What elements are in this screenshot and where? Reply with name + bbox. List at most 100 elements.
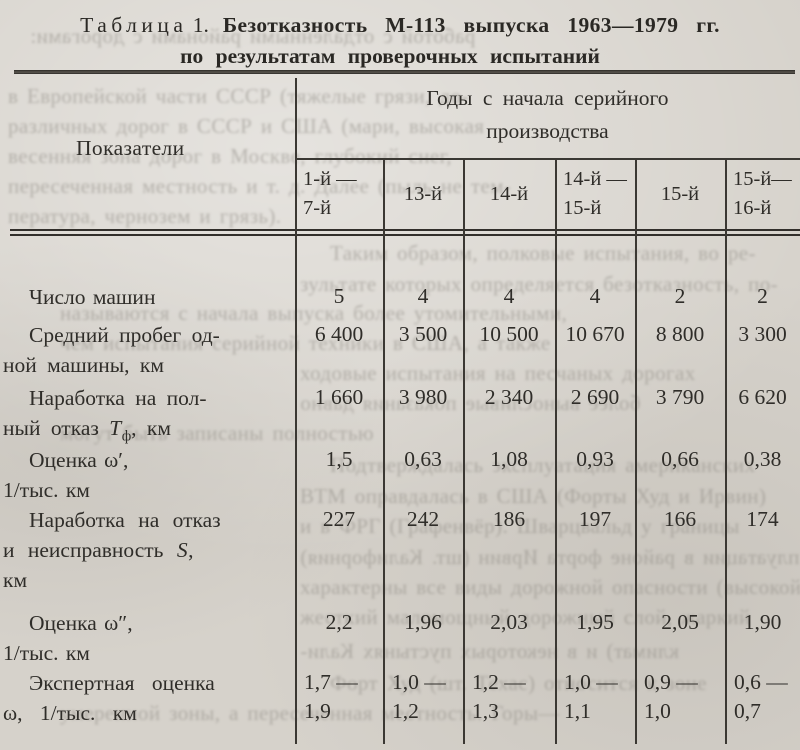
table-cell-value: 5 [333, 284, 345, 308]
table-cell-value: 1,08 [490, 447, 528, 471]
row-label-line: км [3, 568, 28, 592]
row-label: Оценка ω″, 1/тыс. км [3, 608, 293, 668]
table-cell-value: 6 620 [738, 385, 787, 409]
bleedthrough-line: весенняя зона дорог в Москве, глубокий с… [8, 144, 452, 168]
bleedthrough-line: ВТМ оправдалась в США (Форты Худ и Ирвин… [300, 484, 767, 508]
column-header: 15-й— 16-й [733, 168, 792, 219]
bleedthrough-line: и в ФРГ (Графенвёр). Шварцвальд у границ… [300, 514, 740, 538]
bleedthrough-line: ходовые испытания на песчаных дорогах [300, 361, 696, 385]
table-cell-value: 0,63 [404, 447, 442, 471]
table-cell-value: 227 [322, 507, 356, 531]
row-label-line: Экспертная оценка [29, 671, 215, 695]
row-label: Число машин [3, 282, 293, 312]
column-header: 14-й [489, 183, 529, 205]
table-caption-line2: по результатам проверочных испытаний [180, 44, 600, 68]
table-cell-value: 1,0 — 1,1 [564, 670, 618, 723]
row-label: Наработка на отказ и неисправность S, км [3, 505, 293, 595]
table-cell-value: 2 [674, 284, 686, 308]
bleedthrough-line: зультате которых определяется безотказно… [300, 272, 779, 296]
column-header: 14-й — 15-й [563, 168, 627, 219]
bleedthrough-line: могут быть записаны полностью [60, 421, 375, 445]
table-cell-value: 3 500 [398, 322, 448, 346]
row-label-line: ной машины, км [3, 353, 164, 377]
table-cell-value: 1,96 [404, 610, 442, 634]
table-rule-vertical [383, 160, 385, 744]
bleedthrough-line: Подтверждалась эксплуатация американских [330, 453, 756, 477]
table-cell-value: 197 [578, 507, 612, 531]
column-group-header-line: производства [486, 119, 609, 143]
row-label: Экспертная оценка ω, 1/тыс. км [3, 668, 293, 728]
row-label-line: ω, 1/тыс. км [3, 701, 137, 725]
bleedthrough-line: пература, чернозем и грязь). [8, 204, 282, 228]
bleedthrough-line: умеренной зоны, а пересеченная местность… [60, 701, 560, 725]
bleedthrough-line: пересеченная местность и т. д. Далее (пы… [8, 174, 512, 198]
row-label-line: Наработка на пол- [29, 386, 207, 410]
table-cell-value: 1,0 — 1,2 [392, 670, 446, 723]
table-cell-value: 166 [663, 507, 697, 531]
table-rule-vertical [295, 78, 297, 744]
table-cell-value: 3 980 [398, 385, 448, 409]
table-cell-value: 10 500 [479, 322, 539, 346]
row-label-line: Оценка ω′, [29, 448, 129, 472]
column-group-header-line: Годы с начала серийного [426, 86, 669, 110]
row-label-line: 1/тыс. км [3, 478, 90, 502]
table-cell-value: 8 800 [655, 322, 705, 346]
row-label-line: Оценка ω″, [29, 611, 133, 635]
row-label-line: Наработка на отказ [29, 508, 221, 532]
table-cell-value: 242 [406, 507, 440, 531]
table-rule-header-bottom [10, 229, 800, 236]
table-rule-vertical [635, 160, 637, 744]
bleedthrough-line: чем испытания серийной техники в США, а … [60, 331, 551, 355]
table-cell-value: 186 [492, 507, 526, 531]
table-rule-vertical [555, 160, 557, 744]
table-cell-value: 0,9 — 1,0 [644, 670, 698, 723]
table-cell-value: 1 660 [314, 385, 364, 409]
table-cell-value: 6 400 [314, 322, 364, 346]
bleedthrough-line: жесткий маломощный дорожный слой, жаркий [300, 605, 751, 629]
row-label-line: 1/тыс. км [3, 641, 90, 665]
row-label: Наработка на пол-ный отказ Тф, км [3, 383, 293, 451]
bleedthrough-line: Форт Худ (шт. Техас) относится к зоне [330, 671, 707, 695]
column-header-indicators: Показатели [76, 136, 185, 160]
table-rule-vertical [463, 160, 465, 744]
row-label-line: и неисправность S, [3, 538, 194, 562]
table-cell-value: 174 [746, 507, 779, 531]
row-label-line: Число машин [29, 285, 156, 309]
caption-table-number: 1. [192, 13, 209, 37]
table-cell-value: 1,2 — 1,3 [472, 670, 526, 723]
table-cell-value: 0,93 [576, 447, 614, 471]
caption-title-text: Безотказность М-113 выпуска 1963—1979 гг… [222, 13, 720, 37]
column-group-header: Годы с начала серийного производства [295, 82, 800, 148]
table-cell-value: 2,03 [490, 610, 528, 634]
column-header: 1-й — 7-й [303, 168, 357, 219]
table-cell-value: 2 690 [570, 385, 620, 409]
row-label-line: Средний пробег од- [29, 323, 220, 347]
column-header: 15-й [660, 183, 700, 205]
table-cell-value: 4 [589, 284, 601, 308]
bleedthrough-line: климат) и в некоторых пустынях Кали- [300, 639, 679, 663]
table-cell-value: 2 [757, 284, 768, 308]
table-rule-group-header [295, 158, 800, 160]
row-label: Оценка ω′, 1/тыс. км [3, 445, 293, 505]
bleedthrough-line: Таким образом, полковые испытания, во ре… [330, 241, 756, 265]
table-rule-top [14, 70, 795, 74]
table-cell-value: 0,38 [743, 447, 782, 471]
bleedthrough-line: в Европейской части СССР (тяжелые грязи,… [8, 84, 469, 108]
table-cell-value: 4 [417, 284, 429, 308]
table-cell-value: 3 300 [738, 322, 787, 346]
bleedthrough-line: называются с начала выпуска более утомит… [60, 301, 568, 325]
column-header: 13-й [403, 183, 443, 205]
table-cell-value: 4 [503, 284, 515, 308]
table-cell-value: 1,7 — 1,9 [304, 670, 358, 723]
table-cell-value: 1,95 [576, 610, 614, 634]
table-cell-value: 1,5 [325, 447, 353, 471]
table-cell-value: 2,05 [661, 610, 699, 634]
row-label-line: ный отказ Тф, км [3, 416, 171, 445]
table-cell-value: 1,90 [743, 610, 782, 634]
table-rule-vertical [725, 160, 727, 744]
caption-table-word: Таблица [80, 13, 188, 37]
table-cell-value: 3 790 [655, 385, 705, 409]
table-cell-value: 0,66 [661, 447, 699, 471]
table-caption: Таблица 1. Безотказность М-113 выпуска 19… [0, 13, 800, 38]
